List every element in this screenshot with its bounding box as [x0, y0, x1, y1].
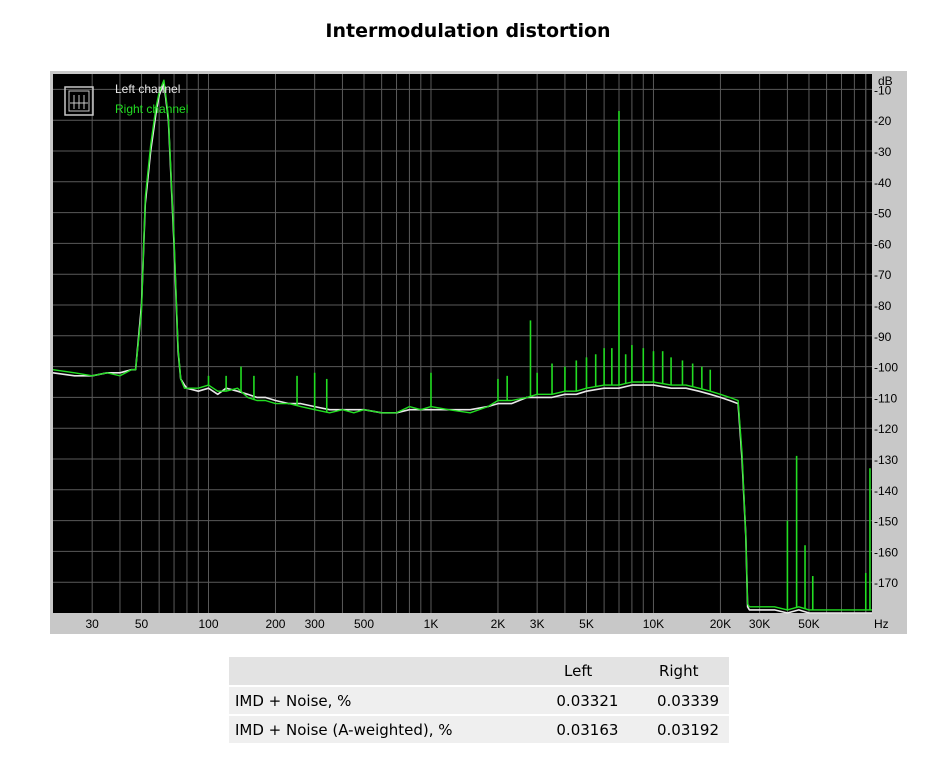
x-tick-label: 1K	[424, 617, 439, 631]
y-tick-label: -40	[874, 176, 892, 190]
y-tick-label: -130	[874, 453, 898, 467]
x-tick-label: 300	[305, 617, 325, 631]
row-right-value: 0.03339	[628, 685, 729, 715]
row-label: IMD + Noise (A-weighted), %	[229, 714, 528, 743]
x-tick-label: 10K	[643, 617, 664, 631]
y-tick-label: -150	[874, 515, 898, 529]
spectrum-chart: 30 50 100 200 300 500 1K 2K 3K 5K 10K 20K 30K 50K -10…	[52, 74, 898, 631]
results-header-right: Right	[628, 657, 729, 686]
results-header-left: Left	[527, 657, 629, 686]
y-tick-label: -20	[874, 114, 892, 128]
y-tick-label: -120	[874, 422, 898, 436]
y-tick-label: -140	[874, 484, 898, 498]
x-tick-label: 200	[265, 617, 285, 631]
y-tick-label: -10	[874, 83, 892, 97]
x-tick-label: 30	[85, 617, 99, 631]
y-tick-label: -60	[874, 237, 892, 251]
x-tick-label: 50	[135, 617, 149, 631]
row-label: IMD + Noise, %	[229, 685, 528, 715]
spike-layer	[207, 110, 871, 610]
x-unit-label: Hz	[874, 617, 889, 631]
table-row: IMD + Noise, % 0.03321 0.03339	[229, 685, 729, 715]
row-left-value: 0.03163	[527, 714, 629, 743]
chart-title: Intermodulation distortion	[325, 20, 611, 42]
row-right-value: 0.03192	[628, 714, 729, 743]
y-tick-label: -70	[874, 268, 892, 282]
results-header-label	[229, 657, 528, 686]
y-tick-label: -80	[874, 299, 892, 313]
x-tick-label: 30K	[749, 617, 770, 631]
legend-right-channel: Right channel	[115, 102, 188, 116]
x-tick-labels: 30 50 100 200 300 500 1K 2K 3K 5K 10K 20K 30K 50K	[85, 617, 819, 631]
y-tick-label: -30	[874, 145, 892, 159]
table-row: IMD + Noise (A-weighted), % 0.03163 0.03…	[229, 714, 729, 743]
x-tick-label: 5K	[579, 617, 594, 631]
row-left-value: 0.03321	[527, 685, 629, 715]
y-tick-label: -100	[874, 361, 898, 375]
x-tick-label: 100	[198, 617, 218, 631]
series-right-channel	[52, 79, 872, 611]
x-tick-label: 50K	[798, 617, 819, 631]
y-tick-label: -50	[874, 207, 892, 221]
y-tick-label: -160	[874, 545, 898, 559]
legend-icon[interactable]	[64, 86, 94, 116]
y-tick-label: -90	[874, 330, 892, 344]
x-tick-label: 2K	[491, 617, 506, 631]
y-unit-label: dB	[878, 74, 893, 88]
y-tick-label: -110	[874, 391, 897, 405]
y-tick-label: -170	[874, 576, 898, 590]
results-table: Left Right IMD + Noise, % 0.03321 0.0333…	[229, 657, 729, 743]
series-layer	[52, 79, 872, 614]
grid	[53, 74, 872, 613]
legend-left-channel: Left channel	[115, 82, 180, 96]
plot-area	[53, 74, 872, 613]
results-header-row: Left Right	[229, 657, 729, 686]
x-tick-label: 3K	[530, 617, 545, 631]
x-tick-label: 20K	[710, 617, 731, 631]
x-tick-label: 500	[354, 617, 374, 631]
y-tick-labels: -10 -20 -30 -40 -50 -60 -70 -80 -90 -100 -110 -120 -…	[874, 83, 898, 590]
spectrum-panel: 30 50 100 200 300 500 1K 2K 3K 5K 10K 20K 30K 50K -10…	[50, 71, 907, 634]
legend: Left channel Right channel	[64, 82, 188, 116]
